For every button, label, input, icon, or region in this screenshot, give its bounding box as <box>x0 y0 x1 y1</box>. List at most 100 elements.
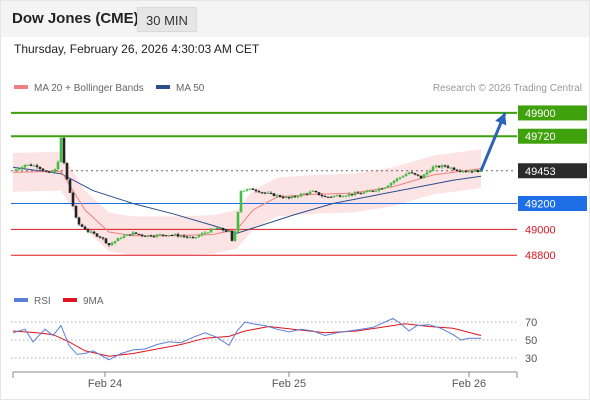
candle-body <box>140 234 144 236</box>
candle-body <box>104 238 108 244</box>
candle-body <box>170 234 174 236</box>
candle-body <box>332 195 336 197</box>
candle-body <box>185 236 189 238</box>
candle-body <box>143 235 147 237</box>
candle-body <box>239 191 243 212</box>
candle-body <box>422 174 426 179</box>
candle-body <box>107 243 111 246</box>
candle-body <box>224 230 228 232</box>
candle-body <box>17 168 21 170</box>
candle-body <box>278 195 282 197</box>
ma20-legend-swatch <box>14 85 28 89</box>
level-value-49900: 49900 <box>525 108 556 120</box>
candle-body <box>23 164 27 168</box>
rsi-legend: RSI 9MA <box>14 296 104 307</box>
candle-body <box>293 196 297 198</box>
price-panel: 49900 49720 49453 49200 49000 48800 <box>11 105 587 262</box>
candle-body <box>335 195 339 197</box>
candle-body <box>233 231 237 241</box>
candle-body <box>218 227 222 229</box>
candle-body <box>425 172 429 175</box>
candle-body <box>182 235 186 237</box>
candle-body <box>452 167 456 170</box>
candle-body <box>299 193 303 197</box>
candle-body <box>263 192 267 194</box>
time-tick-label: Feb 24 <box>88 378 122 390</box>
candle-body <box>41 168 45 171</box>
candle-body <box>197 235 201 238</box>
candle-body <box>386 185 390 188</box>
candle-body <box>188 237 192 239</box>
candle-body <box>458 170 462 172</box>
candle-body <box>473 170 477 172</box>
header-bar: Dow Jones (CME) 30 MIN <box>1 1 589 37</box>
candle-body <box>353 192 357 195</box>
candle-body <box>437 165 441 168</box>
candle-body <box>296 196 300 198</box>
candle-body <box>65 162 69 180</box>
candle-body <box>443 165 447 167</box>
candle-body <box>26 164 30 166</box>
candle-body <box>326 196 330 198</box>
candle-body <box>53 169 57 172</box>
candle-body <box>302 193 306 195</box>
level-value-48800: 48800 <box>525 250 556 262</box>
rsi-legend-swatch <box>14 298 28 302</box>
candle-body <box>167 234 171 236</box>
candle-body <box>242 190 246 192</box>
candle-body <box>77 217 81 225</box>
ma20-legend-label: MA 20 + Bollinger Bands <box>34 83 144 94</box>
candle-body <box>389 182 393 186</box>
candle-body <box>272 193 276 197</box>
candle-body <box>179 235 183 237</box>
candle-body <box>362 192 366 194</box>
candle-body <box>206 232 210 234</box>
candle-body <box>275 195 279 197</box>
candle-body <box>251 188 255 190</box>
candle-body <box>305 193 309 195</box>
candle-body <box>392 180 396 183</box>
candle-body <box>32 165 36 167</box>
timeframe-badge[interactable]: 30 MIN <box>137 7 197 32</box>
candle-body <box>146 235 150 237</box>
candle-body <box>62 137 66 163</box>
time-axis: Feb 24 Feb 25 Feb 26 <box>12 371 518 390</box>
candle-body <box>431 166 435 171</box>
candle-body <box>83 226 87 230</box>
candle-body <box>71 192 75 206</box>
level-value-49000: 49000 <box>525 224 556 236</box>
candle-body <box>467 171 471 173</box>
candle-body <box>14 169 18 172</box>
candle-body <box>56 162 60 170</box>
candle-body <box>323 196 327 198</box>
candle-body <box>410 172 414 174</box>
candle-body <box>113 241 117 244</box>
level-tag-49900 <box>518 105 587 121</box>
candle-body <box>311 191 315 193</box>
level-value-49200: 49200 <box>525 198 556 210</box>
candle-body <box>344 195 348 197</box>
candle-body <box>176 234 180 237</box>
rsi-line <box>12 317 481 361</box>
candle-body <box>356 192 360 194</box>
candle-body <box>47 171 51 173</box>
candle-body <box>116 238 120 242</box>
candle-body <box>164 235 168 237</box>
candle-body <box>110 243 114 246</box>
candle-body <box>464 171 468 173</box>
candle-body <box>194 237 198 239</box>
ma9-legend-swatch <box>63 298 77 302</box>
candle-body <box>377 188 381 191</box>
candle-body <box>191 237 195 239</box>
ma50-line <box>12 166 482 234</box>
bollinger-band <box>13 149 481 256</box>
price-legend: MA 20 + Bollinger Bands MA 50 Research ©… <box>14 83 582 94</box>
candle-body <box>221 227 225 231</box>
rsi-tick-30: 30 <box>525 353 537 365</box>
candle-body <box>407 172 411 175</box>
candle-body <box>236 211 240 232</box>
candle-body <box>434 165 438 167</box>
ma9-line <box>12 323 482 357</box>
